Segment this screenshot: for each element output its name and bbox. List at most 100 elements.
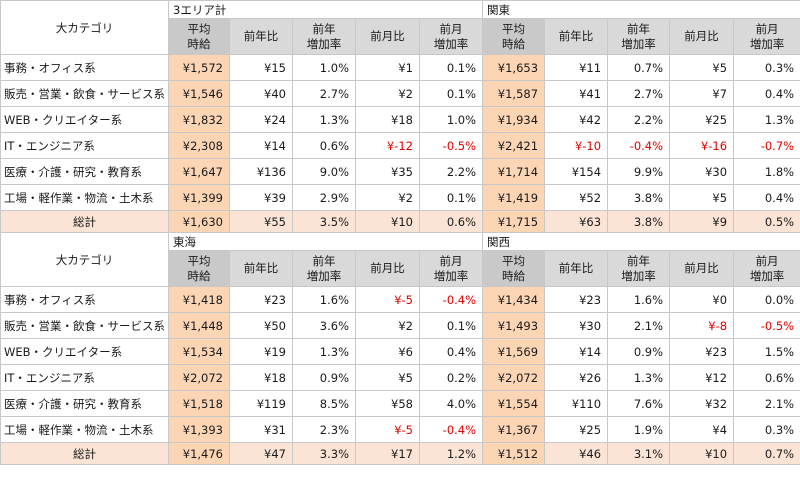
value-cell: ¥-10 [544,132,609,159]
header-line: 時給 [502,36,526,51]
value-cell: 0.3% [733,54,800,81]
header-line: 増加率 [306,36,342,51]
value-cell: 9.9% [607,158,671,185]
value-cell: ¥19 [229,338,293,365]
yoy-header: 前年比 [544,250,609,287]
header-line: 増加率 [306,268,342,283]
value-cell: 0.3% [733,416,800,443]
value-cell: ¥1,434 [482,286,546,313]
value-cell: 2.3% [292,416,356,443]
value-cell: ¥1,572 [168,54,230,81]
yoy-rate-header: 前年 増加率 [292,250,356,287]
value-cell: ¥1,512 [482,442,546,465]
value-cell: ¥1,393 [168,416,230,443]
value-cell: ¥-12 [355,132,420,159]
value-cell: 1.3% [292,106,356,133]
value-cell: ¥2,072 [482,364,546,391]
value-cell: ¥14 [229,132,293,159]
value-cell: ¥23 [669,338,735,365]
category-cell: 総計 [0,210,169,233]
category-cell: WEB・クリエイター系 [0,106,169,133]
value-cell: ¥14 [544,338,609,365]
header-line: 平均 [187,21,211,36]
value-cell: 0.9% [292,364,356,391]
value-cell: 0.4% [418,338,484,365]
category-cell: IT・エンジニア系 [0,132,169,159]
value-cell: 0.1% [418,54,484,81]
header-line: 前月 [439,21,463,36]
region-label: 関西 [482,232,800,251]
value-cell: 3.8% [607,184,671,211]
value-cell: ¥-5 [355,416,420,443]
value-cell: ¥50 [229,312,293,339]
value-cell: 0.4% [733,184,800,211]
value-cell: 0.1% [418,312,484,339]
value-cell: 1.6% [607,286,671,313]
value-cell: ¥24 [229,106,293,133]
value-cell: 2.9% [292,184,356,211]
value-cell: ¥18 [229,364,293,391]
yoy-header: 前年比 [229,250,293,287]
value-cell: 1.8% [733,158,800,185]
category-header: 大カテゴリ [0,232,169,287]
value-cell: 3.8% [607,210,671,233]
avg-wage-header: 平均 時給 [168,18,230,55]
value-cell: ¥1 [355,54,420,81]
table-row: 販売・営業・飲食・サービス系 ¥1,448 ¥50 3.6% ¥2 0.1% ¥1,493 ¥… [0,312,800,339]
value-cell: ¥1,367 [482,416,546,443]
value-cell: ¥4 [669,416,735,443]
category-cell: 総計 [0,442,169,465]
value-cell: ¥2,072 [168,364,230,391]
yoy-header: 前年比 [544,18,609,55]
value-cell: ¥1,493 [482,312,546,339]
value-cell: ¥35 [355,158,420,185]
value-cell: ¥1,518 [168,390,230,417]
value-cell: ¥42 [544,106,609,133]
value-cell: ¥5 [669,184,735,211]
value-cell: ¥1,418 [168,286,230,313]
value-cell: ¥1,653 [482,54,546,81]
value-cell: 2.1% [607,312,671,339]
value-cell: ¥12 [669,364,735,391]
value-cell: ¥-16 [669,132,735,159]
header-line: 前年 [312,253,336,268]
value-cell: ¥30 [544,312,609,339]
total-row: 総計 ¥1,630 ¥55 3.5% ¥10 0.6% ¥1,715 ¥63 3.8% ¥9 0.5… [0,210,800,233]
value-cell: ¥9 [669,210,735,233]
subheader-row: 平均 時給 前年比 前年 増加率 前月比 前月 増加率 平均 時給 前年比 前年 増加率 前月比 前月 増加率 [1,18,800,55]
value-cell: -0.4% [418,416,484,443]
value-cell: 2.7% [607,80,671,107]
value-cell: ¥1,476 [168,442,230,465]
table-row: 医療・介護・研究・教育系 ¥1,647 ¥136 9.0% ¥35 2.2% ¥1,714 ¥… [0,158,800,185]
category-cell: IT・エンジニア系 [0,364,169,391]
mom-rate-header: 前月 増加率 [418,250,484,287]
value-cell: 8.5% [292,390,356,417]
value-cell: ¥63 [544,210,609,233]
value-cell: 9.0% [292,158,356,185]
avg-wage-header: 平均 時給 [168,250,230,287]
region-label: 東海 [167,232,484,251]
category-cell: 医療・介護・研究・教育系 [0,158,169,185]
value-cell: 1.2% [418,442,484,465]
value-cell: ¥39 [229,184,293,211]
header-line: 増加率 [749,36,785,51]
value-cell: ¥31 [229,416,293,443]
table-row: 販売・営業・飲食・サービス系 ¥1,546 ¥40 2.7% ¥2 0.1% ¥1,587 ¥… [0,80,800,107]
value-cell: 2.1% [733,390,800,417]
value-cell: ¥6 [355,338,420,365]
mom-rate-header: 前月 増加率 [733,250,800,287]
value-cell: ¥55 [229,210,293,233]
subheader-row: 平均 時給 前年比 前年 増加率 前月比 前月 増加率 平均 時給 前年比 前年 増加率 前月比 前月 増加率 [1,250,800,287]
value-cell: 3.6% [292,312,356,339]
value-cell: 4.0% [418,390,484,417]
header-line: 前年 [312,21,336,36]
value-cell: ¥136 [229,158,293,185]
value-cell: ¥17 [355,442,420,465]
yoy-rate-header: 前年 増加率 [292,18,356,55]
value-cell: ¥1,448 [168,312,230,339]
value-cell: ¥1,534 [168,338,230,365]
value-cell: ¥1,934 [482,106,546,133]
value-cell: -0.4% [418,286,484,313]
value-cell: ¥5 [669,54,735,81]
region-label: 3エリア計 [167,0,484,19]
